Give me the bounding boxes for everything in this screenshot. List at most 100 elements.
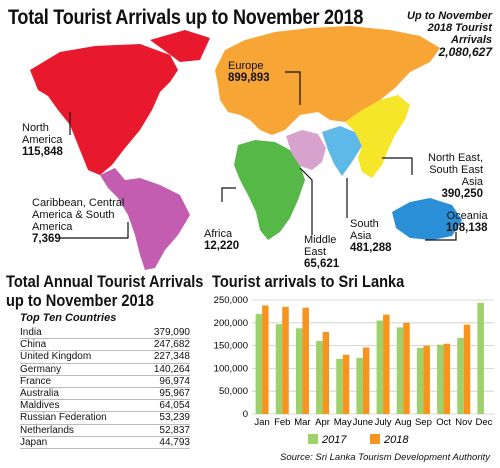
region-value: 108,138 (446, 222, 488, 234)
total-caption-line1: Up to November (407, 10, 492, 22)
bar-2018-July (383, 314, 390, 414)
label-south-asia: South Asia 481,288 (350, 218, 392, 254)
bar-2018-Aug (403, 322, 410, 414)
country-value: 140,264 (139, 363, 190, 376)
chart-title: Tourist arrivals to Sri Lanka (212, 272, 405, 291)
bar-2017-Mar (295, 328, 303, 414)
bar-2017-Dec (477, 302, 484, 414)
chart-legend: 2017 2018 (308, 434, 409, 446)
y-tick-label: 100,000 (214, 363, 248, 374)
country-value: 52,837 (139, 424, 190, 437)
country-name: Russian Federation (20, 411, 140, 425)
annual-title: Total Annual Tourist Arrivals up to Nove… (6, 272, 203, 310)
country-name: Netherlands (20, 424, 140, 437)
legend-label-2017: 2017 (321, 434, 347, 446)
region-africa (234, 140, 305, 240)
leader-caribbean (60, 222, 129, 239)
bar-2018-Jan (262, 305, 269, 414)
region-name: America & South (32, 209, 115, 221)
bar-2017-Apr (316, 341, 323, 414)
region-name: South (350, 218, 379, 230)
country-value: 53,239 (139, 411, 190, 425)
country-name: Australia (20, 387, 140, 401)
total-value: 2,080,627 (438, 45, 492, 59)
country-name: India (20, 327, 140, 340)
bar-2018-June (362, 347, 370, 414)
region-name: North (22, 122, 49, 134)
bar-2018-Mar (302, 307, 309, 414)
region-name: East (304, 246, 327, 258)
leader-middle-east (299, 167, 313, 235)
region-value: 390,250 (441, 188, 484, 200)
region-north-america (30, 30, 210, 175)
table-row: United Kingdom 227,348 (20, 350, 190, 364)
country-value: 227,348 (139, 350, 190, 364)
leader-ne-se-asia (382, 157, 413, 175)
bar-2017-Sep (416, 347, 424, 414)
bar-2018-Nov (463, 324, 471, 414)
table-row: India 379,090 (20, 327, 190, 340)
region-name: North East, (428, 152, 484, 164)
bar-2017-July (376, 320, 384, 414)
bar-2018-Apr (322, 331, 330, 414)
total-caption-line3: Arrivals (451, 34, 492, 46)
table-row: France 96,974 (20, 375, 190, 389)
country-name: Germany (20, 363, 140, 376)
region-value: 899,893 (228, 72, 270, 84)
x-tick-label: Aug (395, 417, 412, 428)
table-row: China 247,682 (20, 338, 190, 352)
region-name: America (22, 134, 63, 146)
x-tick-label: Apr (315, 417, 330, 428)
region-oceania (392, 198, 462, 240)
region-value: 115,848 (22, 146, 63, 158)
total-caption-line2: 2018 Tourist (427, 22, 492, 34)
region-ne-se-asia (345, 95, 410, 178)
y-tick-label: 50,000 (219, 386, 248, 397)
table-row: Maldives 64,054 (20, 399, 190, 413)
annual-title-line1: Total Annual Tourist Arrivals (6, 272, 204, 291)
region-name: Caribbean, Central (32, 197, 125, 209)
annual-title-line2: up to November 2018 (6, 291, 154, 310)
legend-swatch-2017 (308, 434, 318, 444)
region-name: Africa (204, 228, 233, 240)
main-title: Total Tourist Arrivals up to November 20… (8, 6, 364, 29)
region-value: 7,369 (32, 233, 61, 245)
x-tick-label: Jan (254, 417, 269, 428)
bar-2017-Jan (255, 314, 263, 414)
bar-2017-May (336, 358, 343, 414)
region-name: Middle (304, 234, 337, 246)
country-value: 95,967 (139, 387, 190, 401)
country-name: China (20, 338, 140, 352)
label-north-america: North America 115,848 (22, 122, 63, 158)
country-value: 96,974 (139, 375, 190, 389)
y-tick-label: 150,000 (214, 341, 248, 352)
y-tick-label: 200,000 (214, 318, 248, 329)
x-tick-label: Nov (455, 417, 472, 428)
y-axis-ticks: 0 50,000 100,000 150,000 200,000 250,000 (214, 295, 248, 420)
legend-swatch-2018 (370, 434, 380, 444)
table-row: Netherlands 52,837 (20, 424, 190, 437)
label-caribbean: Caribbean, Central America & South Ameri… (32, 197, 124, 245)
leader-oceania (425, 232, 457, 241)
x-tick-label: Dec (475, 417, 492, 428)
country-value: 247,682 (139, 338, 190, 352)
table-row: Germany 140,264 (20, 363, 190, 376)
bar-2018-Oct (443, 343, 451, 414)
x-tick-label: July (375, 417, 392, 428)
total-arrivals-box: Up to November 2018 Tourist Arrivals 2,0… (407, 10, 492, 58)
region-name: America (32, 221, 73, 233)
table-row: Russian Federation 53,239 (20, 411, 190, 425)
bar-chart: 0 50,000 100,000 150,000 200,000 250,000 Jan F… (214, 295, 494, 446)
region-value: 12,220 (204, 240, 240, 252)
bar-2017-June (356, 357, 363, 414)
region-name: South East (429, 164, 484, 176)
country-name: France (20, 375, 140, 389)
bar-2018-Sep (423, 345, 430, 414)
region-name: Asia (350, 230, 372, 242)
bar-2017-Oct (437, 344, 444, 414)
country-name: Maldives (20, 399, 140, 413)
source-note: Source: Sri Lanka Tourism Development Au… (280, 452, 490, 463)
bar-2017-Nov (457, 337, 464, 414)
table-row: Australia 95,967 (20, 387, 190, 401)
region-name: Oceania (446, 210, 488, 222)
